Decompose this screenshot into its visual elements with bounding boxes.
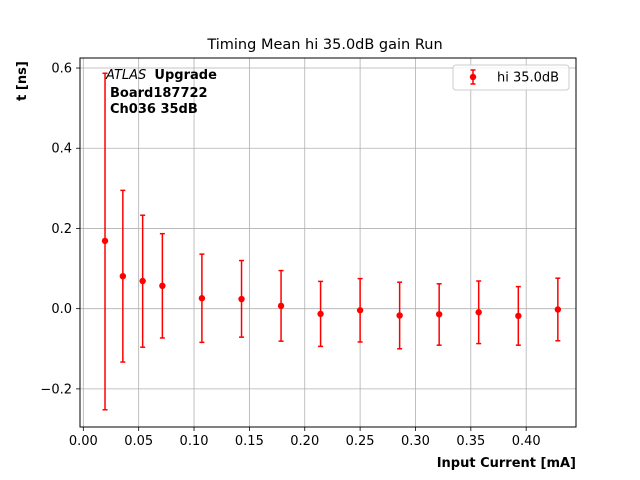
chart-title: Timing Mean hi 35.0dB gain Run bbox=[206, 37, 442, 53]
x-tick-label: 0.20 bbox=[290, 434, 319, 449]
x-tick-label: 0.15 bbox=[235, 434, 264, 449]
axes-frame bbox=[79, 57, 577, 428]
data-point bbox=[101, 237, 109, 245]
x-tick-label: 0.00 bbox=[69, 434, 98, 449]
legend-marker bbox=[469, 73, 477, 81]
y-axis-ticks: −0.2 0.0 0.2 0.4 0.6 bbox=[40, 62, 80, 397]
legend: hi 35.0dB bbox=[452, 64, 570, 91]
legend-label: hi 35.0dB bbox=[497, 71, 559, 86]
data-series bbox=[101, 72, 562, 411]
data-point bbox=[159, 282, 166, 290]
data-point bbox=[435, 311, 443, 318]
y-axis-label: t [ns] bbox=[15, 61, 30, 101]
y-tick-label: 0.6 bbox=[51, 62, 72, 77]
legend-box bbox=[452, 64, 570, 91]
x-tick-label: 0.25 bbox=[346, 434, 375, 449]
atlas-upgrade: Upgrade bbox=[154, 68, 217, 83]
data-point bbox=[396, 312, 403, 319]
data-point bbox=[119, 272, 127, 280]
data-point bbox=[238, 295, 245, 303]
x-axis-ticks: 0.00 0.05 0.10 0.15 0.20 0.25 0.30 0.35 0.40 bbox=[69, 427, 541, 449]
grid bbox=[80, 58, 576, 427]
data-point bbox=[317, 310, 324, 318]
data-point bbox=[277, 302, 285, 310]
x-tick-label: 0.30 bbox=[401, 434, 430, 449]
x-tick-label: 0.05 bbox=[124, 434, 153, 449]
y-tick-label: −0.2 bbox=[40, 382, 72, 397]
annotation-board: Board187722 bbox=[110, 86, 208, 101]
x-axis-label: Input Current [mA] bbox=[437, 456, 576, 471]
annotation-channel: Ch036 35dB bbox=[110, 102, 198, 117]
data-point bbox=[554, 306, 562, 313]
data-point bbox=[198, 295, 206, 302]
x-tick-label: 0.35 bbox=[456, 434, 485, 449]
y-tick-label: 0.4 bbox=[51, 142, 72, 157]
y-tick-label: 0.2 bbox=[51, 222, 72, 237]
data-point bbox=[475, 309, 482, 316]
x-tick-label: 0.10 bbox=[180, 434, 209, 449]
x-tick-label: 0.40 bbox=[512, 434, 541, 449]
atlas-annotation: ATLAS Upgrade bbox=[105, 68, 217, 83]
data-point bbox=[139, 277, 146, 285]
y-tick-label: 0.0 bbox=[51, 302, 72, 317]
data-point bbox=[356, 307, 364, 314]
atlas-italic: ATLAS bbox=[105, 68, 146, 83]
data-point bbox=[515, 312, 522, 320]
